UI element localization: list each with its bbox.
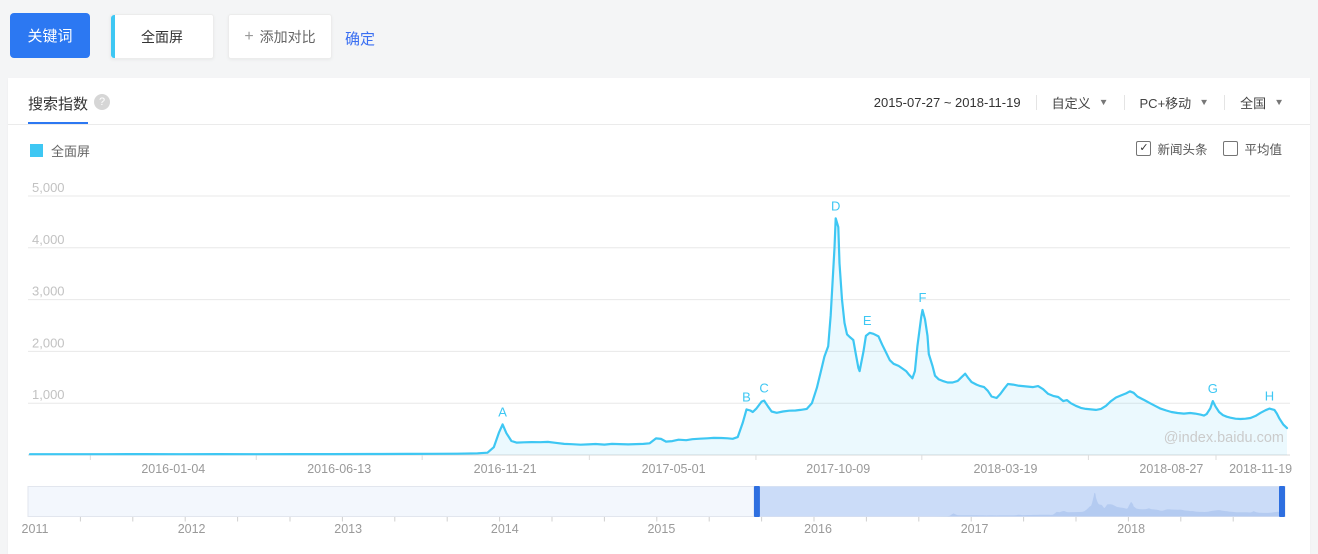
confirm-link[interactable]: 确定: [345, 31, 376, 48]
year-label: 2017: [961, 522, 989, 536]
empty-checkbox: [1223, 141, 1239, 156]
brush-handle-left[interactable]: [753, 486, 760, 517]
checkbox-average[interactable]: 平均值: [1223, 139, 1282, 158]
annotation-label: A: [498, 404, 507, 419]
separator: [1123, 95, 1125, 110]
timeline-brush[interactable]: 2011 2012 2013 2014 2015 2016 2017 2018: [0, 486, 1318, 550]
y-axis-label: 1,000: [32, 387, 65, 402]
y-axis-label: 5,000: [32, 180, 65, 195]
header-divider: [8, 124, 1310, 125]
keyword-chip[interactable]: 全面屏: [110, 14, 214, 59]
brush-selected-range[interactable]: [753, 486, 1285, 517]
annotation-label: D: [831, 198, 840, 213]
x-axis-label: 2017-05-01: [642, 462, 706, 476]
plus-icon: +: [244, 27, 254, 45]
caret-down-icon: ▼: [1199, 97, 1210, 108]
series-legend: 全面屏: [30, 141, 90, 160]
dropdown-platform[interactable]: PC+移动 ▼: [1139, 96, 1210, 111]
series-line[interactable]: [28, 217, 1289, 456]
search-index-trend-chart[interactable]: 1,000 2,000 3,000 4,000 5,000 2016-01-04 2016-…: [0, 180, 1318, 486]
add-compare-label: 添加对比: [259, 28, 316, 45]
y-axis-label: 4,000: [32, 232, 65, 247]
annotation-label: F: [918, 290, 926, 305]
annotation-label: G: [1208, 381, 1218, 396]
caret-down-icon: ▼: [1274, 97, 1284, 108]
tab-search-index[interactable]: 搜索指数: [28, 96, 89, 113]
brush-data-silhouette: [753, 492, 1285, 517]
year-label: 2014: [491, 522, 519, 536]
add-compare-button[interactable]: + 添加对比: [228, 14, 332, 59]
date-range: 2015-07-27 ~ 2018-11-19: [873, 95, 1021, 110]
annotation-label: B: [742, 389, 751, 404]
header-controls: 2015-07-27 ~ 2018-11-19 自定义 ▼ PC+移动 ▼ 全国…: [874, 93, 1284, 112]
annotation-label: E: [863, 313, 872, 328]
y-axis-label: 2,000: [32, 335, 65, 350]
tab-active-underline: [28, 122, 88, 125]
year-label: 2015: [647, 522, 675, 536]
year-label: 2016: [804, 522, 832, 536]
separator: [1035, 95, 1037, 110]
annotation-label: H: [1265, 389, 1274, 404]
year-label: 2018: [1117, 522, 1145, 536]
watermark: @index.baidu.com: [1164, 430, 1284, 446]
x-axis-label: 2016-11-21: [474, 462, 537, 476]
x-axis-label: 2016-01-04: [141, 462, 205, 476]
x-axis-label: 2018-08-27: [1139, 462, 1203, 476]
dropdown-region[interactable]: 全国 ▼: [1240, 96, 1284, 111]
annotation-label: C: [759, 381, 768, 396]
y-axis-label: 3,000: [32, 284, 65, 299]
keyword-color-accent: [111, 15, 115, 58]
x-axis-label: 2017-10-09: [806, 462, 870, 476]
series-area: [30, 218, 1287, 455]
keyword-button[interactable]: 关键词: [10, 13, 90, 58]
year-label: 2011: [22, 522, 49, 536]
help-icon[interactable]: ?: [94, 94, 110, 110]
x-axis-label: 2018-11-19: [1229, 462, 1292, 476]
year-label: 2012: [178, 522, 206, 536]
keyword-chip-label: 全面屏: [141, 28, 183, 45]
year-label: 2013: [334, 522, 362, 536]
x-axis-label: 2018-03-19: [973, 462, 1037, 476]
checkbox-news-headlines[interactable]: ✓ 新闻头条: [1136, 139, 1207, 158]
overlay-toggles: ✓ 新闻头条 平均值: [1136, 139, 1282, 158]
legend-label: 全面屏: [51, 144, 91, 159]
separator: [1224, 95, 1226, 110]
trend-panel: 搜索指数 ? 2015-07-27 ~ 2018-11-19 自定义 ▼ PC+…: [8, 78, 1310, 554]
caret-down-icon: ▼: [1098, 97, 1109, 108]
dropdown-range-mode[interactable]: 自定义 ▼: [1051, 96, 1109, 111]
x-axis-label: 2016-06-13: [307, 462, 371, 476]
brush-handle-right[interactable]: [1279, 486, 1285, 517]
legend-swatch: [30, 144, 43, 157]
check-icon: ✓: [1136, 141, 1152, 156]
